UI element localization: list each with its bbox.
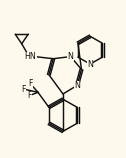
- Text: HN: HN: [25, 52, 36, 61]
- Text: N: N: [87, 60, 93, 69]
- Text: F: F: [28, 79, 33, 88]
- Text: F: F: [27, 91, 32, 100]
- Text: F: F: [22, 85, 26, 94]
- Text: N: N: [74, 81, 80, 90]
- Text: N: N: [68, 52, 74, 61]
